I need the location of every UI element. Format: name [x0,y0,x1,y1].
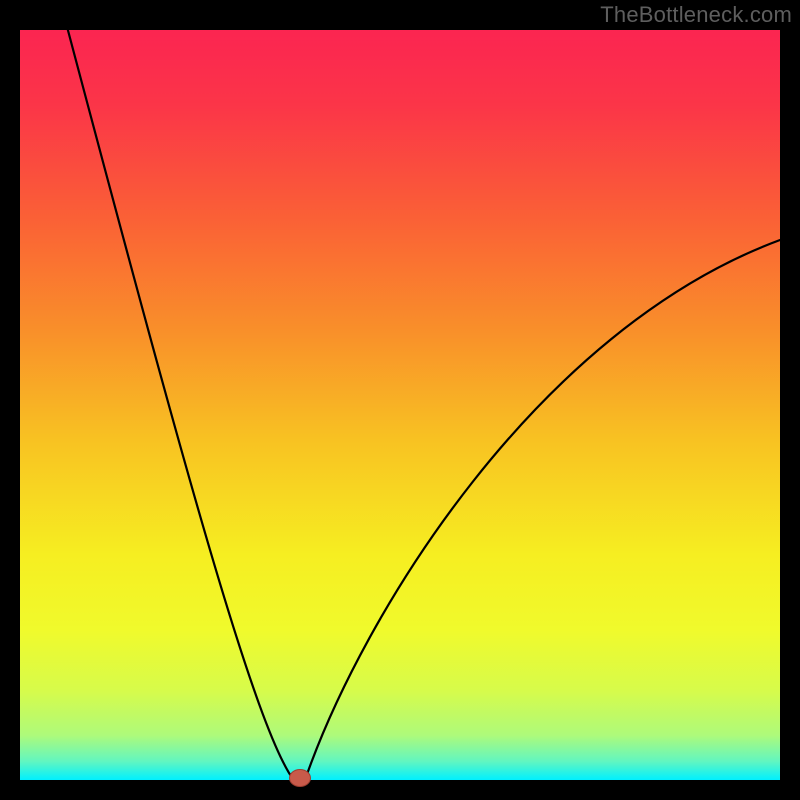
chart-container: TheBottleneck.com [0,0,800,800]
optimal-point-marker [289,769,311,787]
watermark-label: TheBottleneck.com [600,2,792,28]
plot-background-gradient [20,30,780,780]
